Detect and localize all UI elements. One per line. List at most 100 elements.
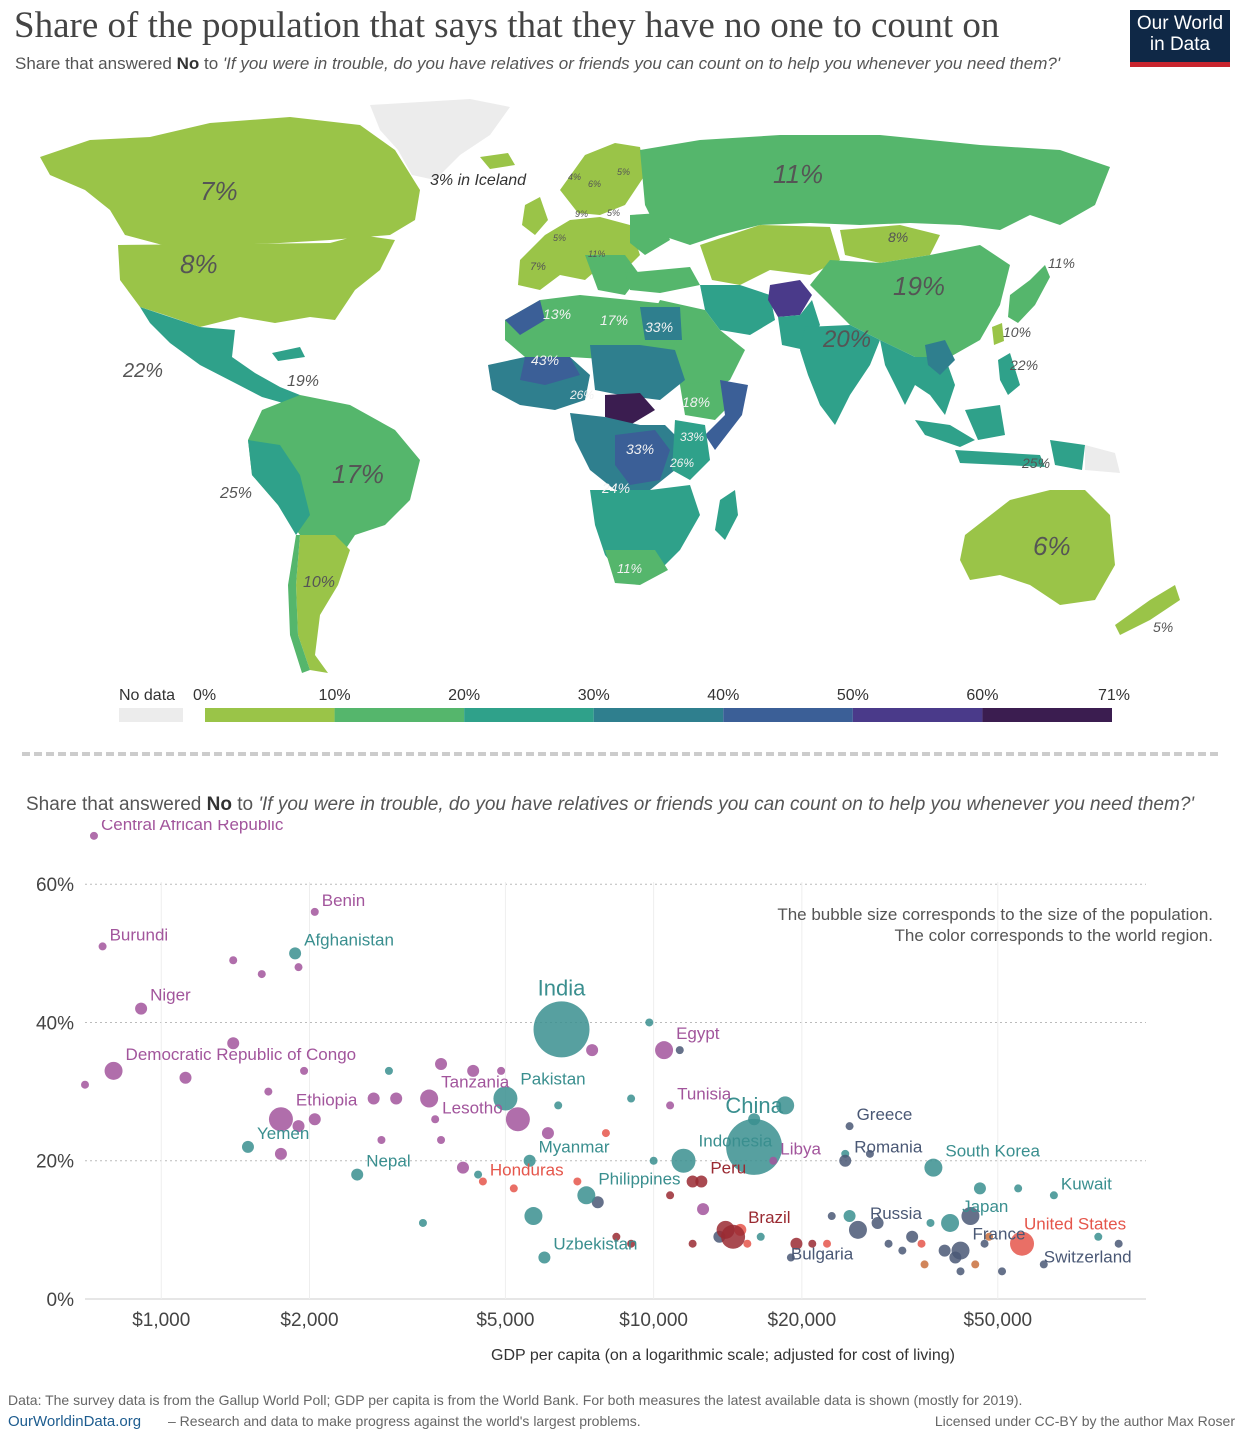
region-car[interactable] bbox=[605, 393, 655, 425]
scatter-point[interactable] bbox=[627, 1094, 636, 1103]
scatter-point[interactable] bbox=[884, 1239, 893, 1248]
point-myanmar[interactable] bbox=[523, 1154, 536, 1167]
scatter-point[interactable] bbox=[294, 963, 303, 972]
scatter-point[interactable] bbox=[264, 1087, 273, 1096]
scatter-point[interactable] bbox=[474, 1170, 483, 1179]
point-indonesia[interactable] bbox=[671, 1148, 696, 1173]
region-india[interactable] bbox=[800, 325, 880, 425]
region-europe-west[interactable] bbox=[518, 217, 640, 290]
scatter-point[interactable] bbox=[961, 1207, 980, 1226]
scatter-point[interactable] bbox=[675, 1046, 684, 1055]
region-algeria-west[interactable] bbox=[505, 300, 545, 335]
point-peru[interactable] bbox=[695, 1175, 708, 1188]
point-greece[interactable] bbox=[845, 1122, 854, 1131]
scatter-point[interactable] bbox=[688, 1239, 697, 1248]
point-south-korea[interactable] bbox=[924, 1158, 943, 1177]
scatter-point[interactable] bbox=[686, 1175, 699, 1188]
point-ethiopia[interactable] bbox=[268, 1107, 293, 1132]
region-iceland[interactable] bbox=[480, 153, 515, 169]
point-lesotho[interactable] bbox=[431, 1115, 440, 1124]
region-argentina[interactable] bbox=[296, 535, 350, 673]
region-turkey[interactable] bbox=[625, 267, 700, 293]
scatter-point[interactable] bbox=[1094, 1232, 1103, 1241]
scatter-point[interactable] bbox=[627, 1239, 636, 1248]
region-philippines[interactable] bbox=[998, 353, 1020, 395]
scatter-point[interactable] bbox=[956, 1267, 965, 1276]
region-uk[interactable] bbox=[522, 197, 548, 235]
region-south-america-north[interactable] bbox=[248, 395, 420, 573]
scatter-point[interactable] bbox=[612, 1232, 621, 1241]
scatter-point[interactable] bbox=[308, 1113, 321, 1126]
scatter-point[interactable] bbox=[179, 1071, 192, 1084]
scatter-point[interactable] bbox=[843, 1210, 856, 1223]
scatter-point[interactable] bbox=[985, 1232, 994, 1241]
scatter-point[interactable] bbox=[257, 970, 266, 979]
point-democratic-republic-of-congo[interactable] bbox=[104, 1061, 123, 1080]
scatter-point[interactable] bbox=[898, 1246, 907, 1255]
scatter-point[interactable] bbox=[998, 1267, 1007, 1276]
scatter-point[interactable] bbox=[229, 956, 238, 965]
scatter-point[interactable] bbox=[456, 1161, 469, 1174]
point-afghanistan[interactable] bbox=[289, 947, 302, 960]
scatter-point[interactable] bbox=[591, 1196, 604, 1209]
region-indonesia[interactable] bbox=[915, 405, 1085, 470]
scatter-point[interactable] bbox=[274, 1147, 287, 1160]
region-china[interactable] bbox=[810, 245, 1010, 357]
region-caribbean[interactable] bbox=[272, 347, 305, 361]
scatter-point[interactable] bbox=[505, 1107, 530, 1132]
scatter-point[interactable] bbox=[776, 1096, 795, 1115]
scatter-point[interactable] bbox=[497, 1066, 506, 1075]
legend-bin-2[interactable] bbox=[464, 708, 594, 722]
point-india[interactable] bbox=[533, 1001, 590, 1058]
region-kazakhstan[interactable] bbox=[700, 225, 840, 285]
point-france[interactable] bbox=[951, 1241, 970, 1260]
point-kuwait[interactable] bbox=[1049, 1191, 1058, 1200]
point-central-african-republic[interactable] bbox=[89, 831, 98, 840]
scatter-point[interactable] bbox=[743, 1239, 752, 1248]
scatter-point[interactable] bbox=[827, 1212, 836, 1221]
point-brazil[interactable] bbox=[721, 1224, 746, 1249]
region-chile[interactable] bbox=[288, 535, 310, 673]
region-niger-sahel[interactable] bbox=[520, 357, 580, 385]
scatter-point[interactable] bbox=[926, 1218, 935, 1227]
region-png[interactable] bbox=[1085, 445, 1120, 473]
scatter-point[interactable] bbox=[971, 1260, 980, 1269]
region-peru-bolivia[interactable] bbox=[248, 440, 310, 535]
scatter-point[interactable] bbox=[524, 1207, 543, 1226]
scatter-point[interactable] bbox=[756, 1232, 765, 1241]
scatter-point[interactable] bbox=[554, 1101, 563, 1110]
legend-bin-5[interactable] bbox=[852, 708, 983, 722]
point-bulgaria[interactable] bbox=[786, 1253, 795, 1262]
region-usa[interactable] bbox=[118, 235, 395, 327]
point-tanzania[interactable] bbox=[420, 1089, 439, 1108]
point-japan[interactable] bbox=[941, 1213, 960, 1232]
scatter-point[interactable] bbox=[645, 1018, 654, 1027]
point-yemen[interactable] bbox=[241, 1140, 254, 1153]
point-benin[interactable] bbox=[310, 907, 319, 916]
point-russia[interactable] bbox=[848, 1220, 867, 1239]
scatter-point[interactable] bbox=[917, 1239, 926, 1248]
scatter-point[interactable] bbox=[467, 1064, 480, 1077]
region-japan[interactable] bbox=[1008, 265, 1050, 323]
scatter-point[interactable] bbox=[509, 1184, 518, 1193]
scatter-point[interactable] bbox=[384, 1066, 393, 1075]
scatter-point[interactable] bbox=[865, 1149, 874, 1158]
region-iran[interactable] bbox=[700, 285, 775, 335]
scatter-point[interactable] bbox=[973, 1182, 986, 1195]
scatter-point[interactable] bbox=[377, 1136, 386, 1144]
region-greenland[interactable] bbox=[370, 99, 510, 180]
point-china[interactable] bbox=[726, 1118, 783, 1175]
region-scandinavia[interactable] bbox=[560, 143, 645, 215]
scatter-point[interactable] bbox=[871, 1216, 884, 1229]
scatter-point[interactable] bbox=[920, 1260, 929, 1269]
scatter-point[interactable] bbox=[81, 1080, 89, 1089]
region-north-africa[interactable] bbox=[505, 295, 680, 360]
scatter-point[interactable] bbox=[435, 1057, 448, 1070]
point-egypt[interactable] bbox=[655, 1041, 674, 1060]
scatter-point[interactable] bbox=[790, 1237, 803, 1250]
scatter-point[interactable] bbox=[601, 1129, 610, 1138]
point-honduras[interactable] bbox=[478, 1177, 487, 1186]
scatter-point[interactable] bbox=[666, 1191, 675, 1200]
scatter-point[interactable] bbox=[541, 1127, 554, 1140]
footer-site-link[interactable]: OurWorldinData.org bbox=[8, 1413, 142, 1430]
